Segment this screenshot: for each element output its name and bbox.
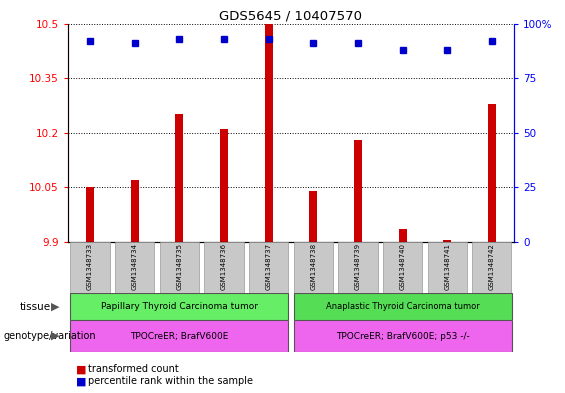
FancyBboxPatch shape [249, 242, 288, 293]
Text: Anaplastic Thyroid Carcinoma tumor: Anaplastic Thyroid Carcinoma tumor [325, 302, 480, 311]
Text: percentile rank within the sample: percentile rank within the sample [88, 376, 253, 386]
Text: ▶: ▶ [51, 301, 60, 312]
Text: GSM1348742: GSM1348742 [489, 243, 495, 290]
Bar [309, 191, 318, 242]
Bar [175, 114, 184, 242]
Text: ■: ■ [76, 376, 87, 386]
Bar [131, 180, 139, 242]
FancyBboxPatch shape [383, 242, 422, 293]
FancyBboxPatch shape [294, 242, 333, 293]
FancyBboxPatch shape [160, 242, 199, 293]
Text: GSM1348739: GSM1348739 [355, 242, 361, 290]
Text: GSM1348734: GSM1348734 [132, 243, 138, 290]
FancyBboxPatch shape [71, 293, 288, 320]
Bar [398, 229, 407, 242]
Text: GSM1348735: GSM1348735 [176, 243, 182, 290]
FancyBboxPatch shape [428, 242, 467, 293]
Bar [220, 129, 228, 242]
FancyBboxPatch shape [115, 242, 154, 293]
Text: Papillary Thyroid Carcinoma tumor: Papillary Thyroid Carcinoma tumor [101, 302, 258, 311]
Text: ■: ■ [76, 364, 87, 375]
Text: GSM1348738: GSM1348738 [310, 242, 316, 290]
Text: TPOCreER; BrafV600E; p53 -/-: TPOCreER; BrafV600E; p53 -/- [336, 332, 470, 340]
Text: genotype/variation: genotype/variation [4, 331, 97, 341]
Text: GSM1348736: GSM1348736 [221, 242, 227, 290]
Bar [354, 140, 362, 242]
Title: GDS5645 / 10407570: GDS5645 / 10407570 [219, 9, 363, 22]
Bar [488, 104, 496, 242]
Text: GSM1348740: GSM1348740 [399, 243, 406, 290]
Text: GSM1348733: GSM1348733 [87, 242, 93, 290]
Text: GSM1348737: GSM1348737 [266, 242, 272, 290]
Text: TPOCreER; BrafV600E: TPOCreER; BrafV600E [130, 332, 229, 340]
Text: tissue: tissue [20, 301, 51, 312]
Text: transformed count: transformed count [88, 364, 179, 375]
Bar [264, 24, 273, 242]
FancyBboxPatch shape [294, 320, 512, 352]
Bar [443, 240, 451, 242]
FancyBboxPatch shape [338, 242, 377, 293]
FancyBboxPatch shape [71, 242, 110, 293]
FancyBboxPatch shape [472, 242, 511, 293]
FancyBboxPatch shape [71, 320, 288, 352]
Text: GSM1348741: GSM1348741 [444, 243, 450, 290]
FancyBboxPatch shape [294, 293, 512, 320]
Bar [86, 187, 94, 242]
FancyBboxPatch shape [205, 242, 244, 293]
Text: ▶: ▶ [51, 331, 60, 341]
